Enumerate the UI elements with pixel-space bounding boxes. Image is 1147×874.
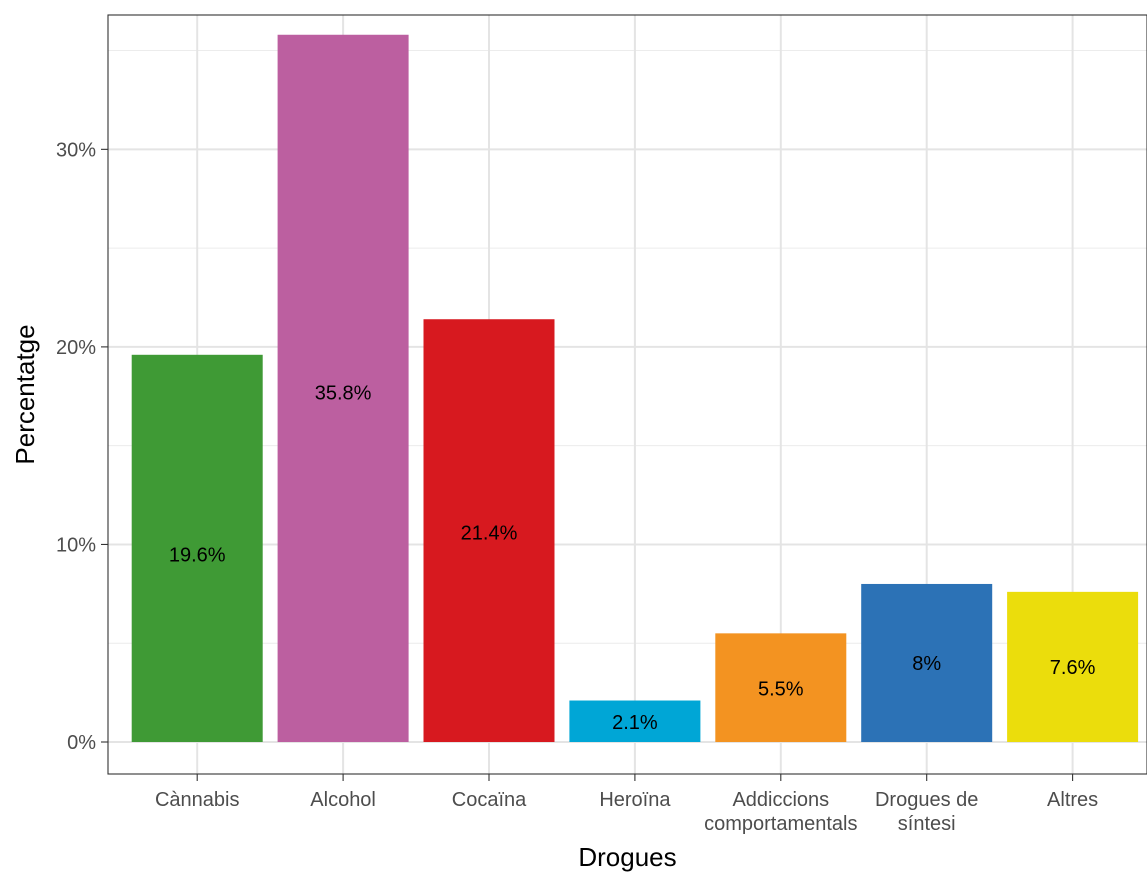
data-label: 35.8%	[315, 382, 372, 404]
x-tick-label: Cocaïna	[452, 789, 527, 811]
x-tick-label: Heroïna	[599, 789, 671, 811]
data-label: 21.4%	[461, 523, 518, 545]
y-axis-title: Percentatge	[10, 324, 40, 464]
y-axis: 0% 10% 20% 30%	[56, 139, 108, 754]
bar	[131, 354, 263, 742]
bar	[569, 700, 701, 742]
data-label: 19.6%	[169, 544, 226, 566]
bar	[715, 633, 847, 742]
x-tick-label: Alcohol	[310, 789, 376, 811]
bar	[1007, 591, 1139, 742]
y-tick-label: 10%	[56, 534, 96, 556]
x-tick-label: Cànnabis	[155, 789, 240, 811]
x-tick-label: Addiccions comportamentals	[704, 789, 857, 835]
x-tick-label: Drogues de síntesi	[875, 789, 978, 835]
data-labels: 19.6% 35.8% 21.4% 2.1% 5.5% 8% 7.6%	[169, 382, 1096, 734]
y-tick-label: 20%	[56, 337, 96, 359]
x-axis: Cànnabis Alcohol Cocaïna Heroïna Addiccions c…	[155, 774, 1098, 835]
data-label: 8%	[912, 653, 941, 675]
x-tick-label: Altres	[1047, 789, 1098, 811]
data-label: 7.6%	[1050, 657, 1096, 679]
panel-border	[107, 14, 1147, 775]
y-tick-label: 30%	[56, 139, 96, 161]
y-tick-label: 0%	[67, 732, 96, 754]
bar	[277, 34, 409, 743]
bar	[861, 583, 993, 742]
data-label: 5.5%	[758, 679, 804, 701]
x-axis-title: Drogues	[578, 842, 676, 872]
data-label: 2.1%	[612, 712, 658, 734]
bar	[423, 319, 555, 742]
bars	[131, 34, 1139, 743]
